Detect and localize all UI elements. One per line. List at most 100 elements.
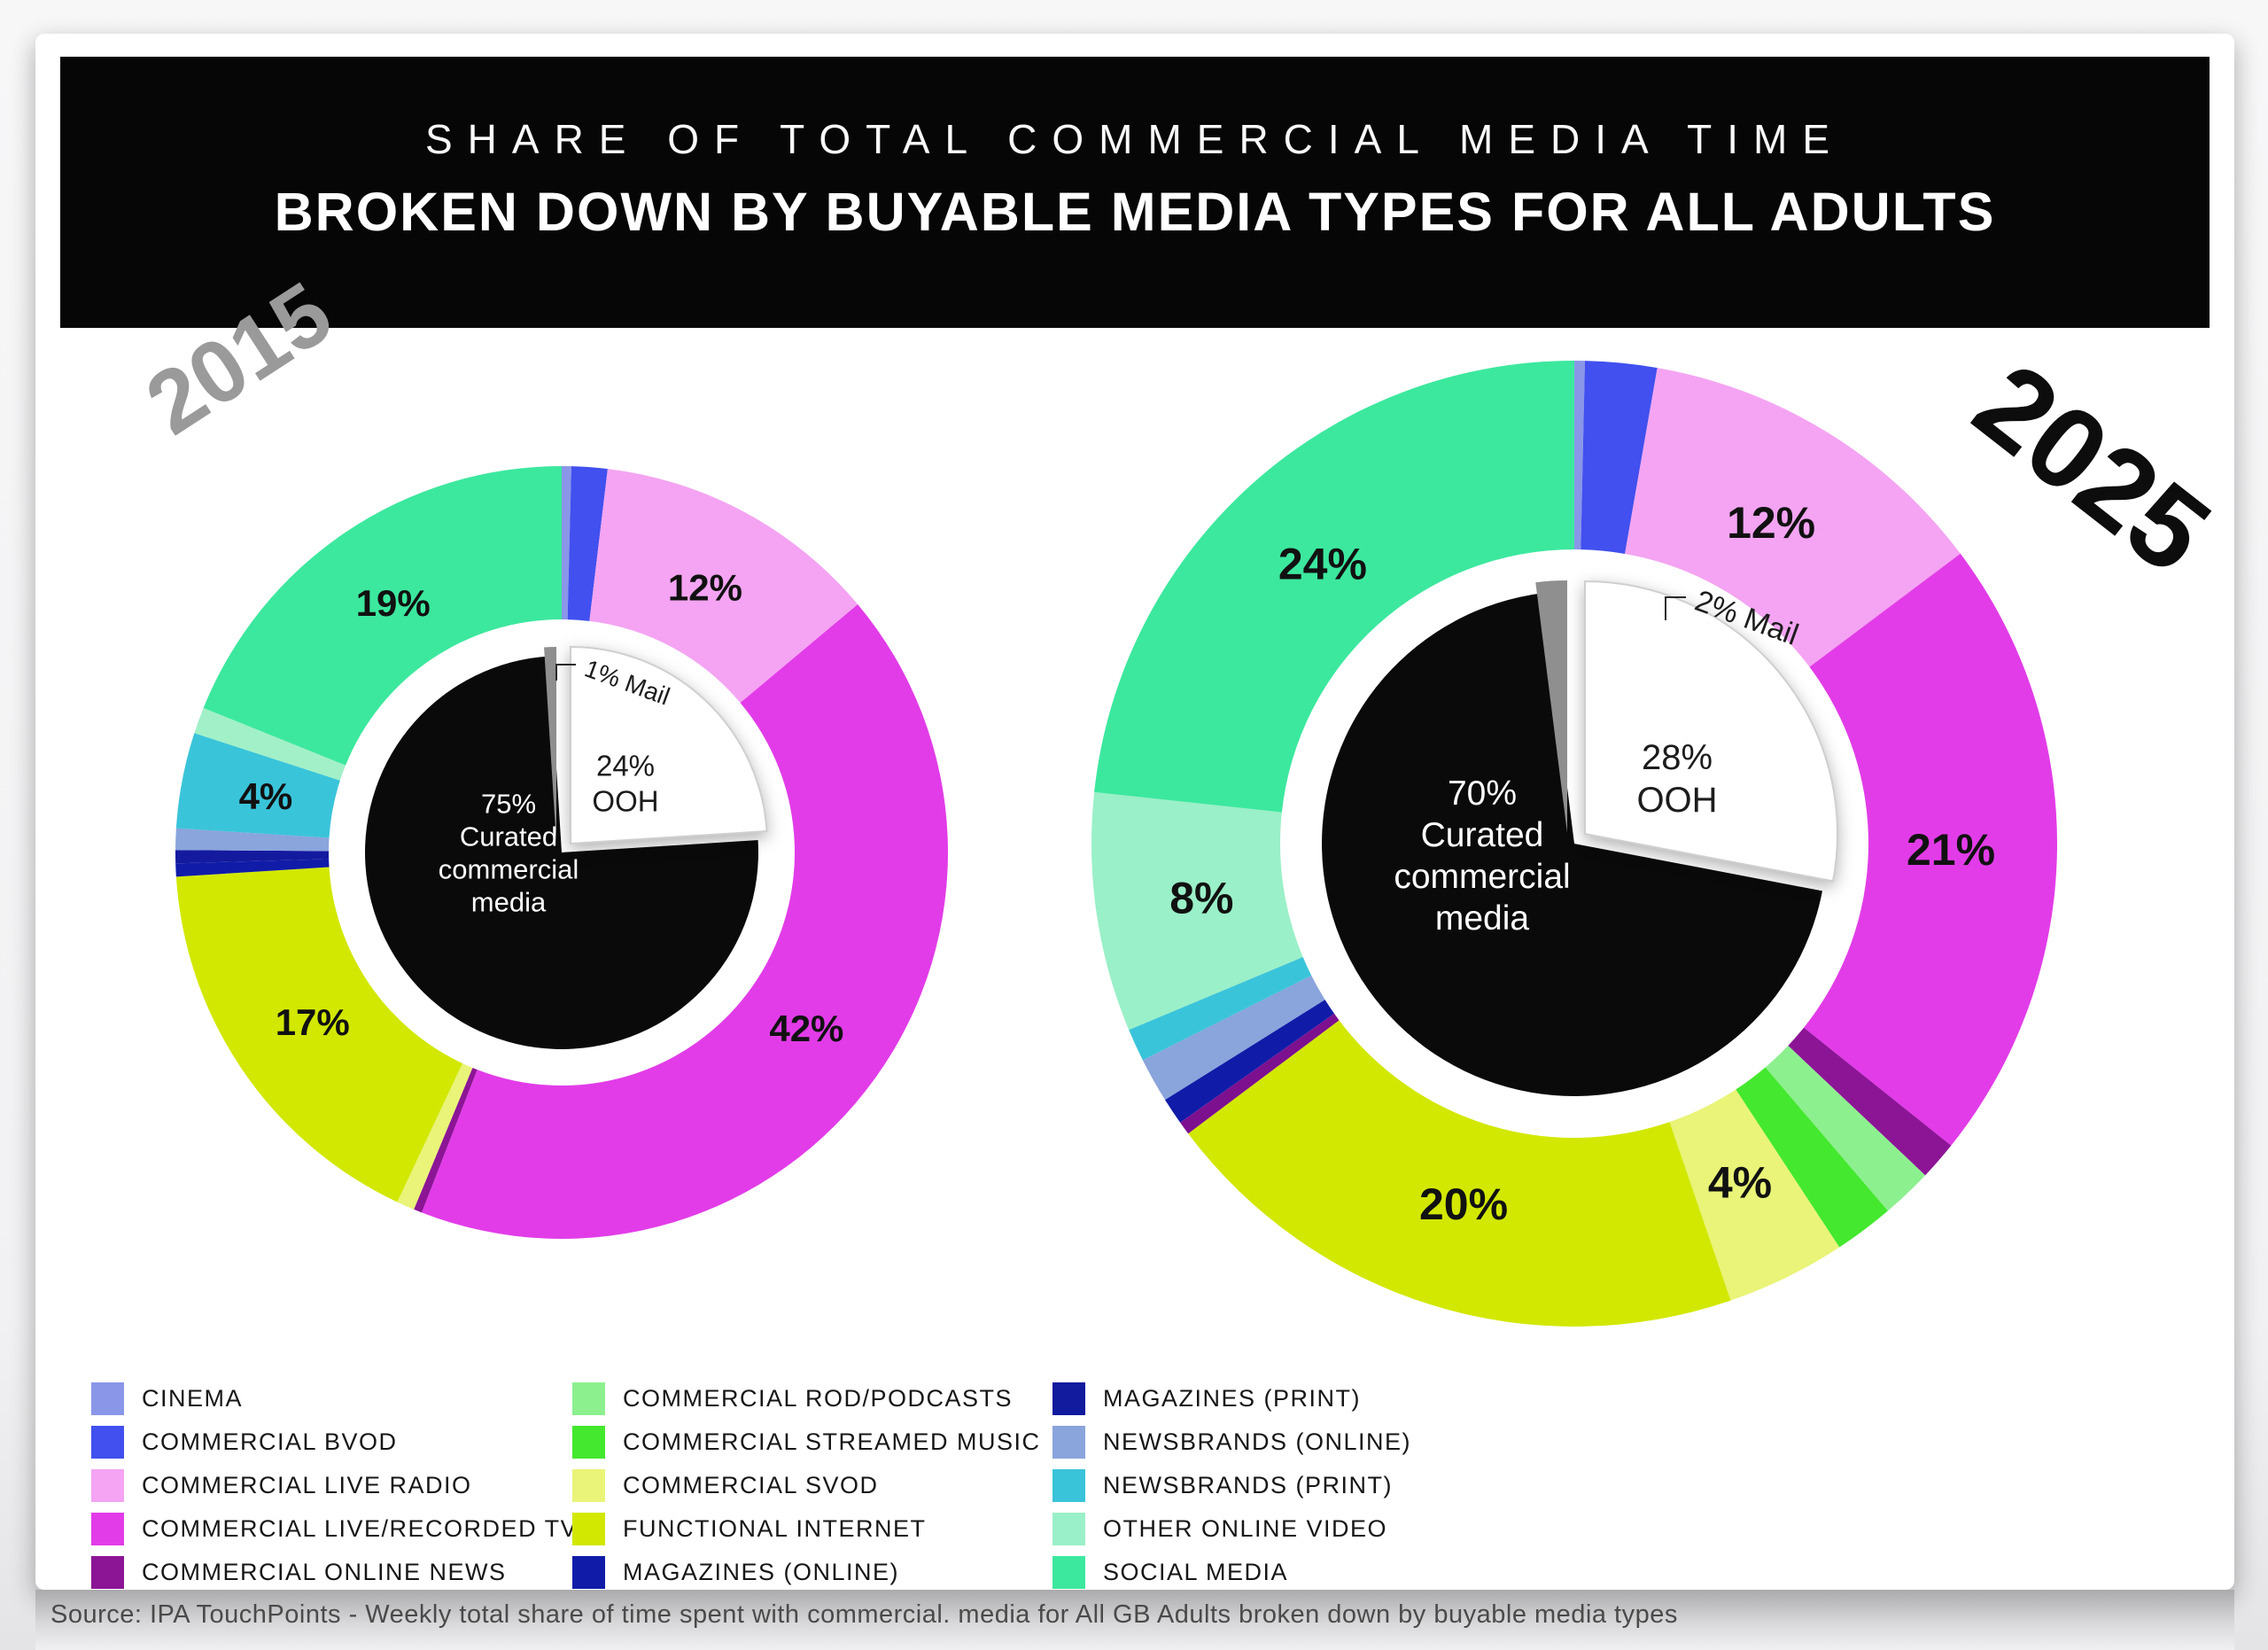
segment-label-social-media: 24%	[1278, 539, 1367, 588]
segment-functional-internet	[175, 867, 463, 1202]
legend-column-3: MAGAZINES (PRINT) NEWSBRANDS (ONLINE) NEWS…	[1052, 1377, 1411, 1594]
segment-magazines-online	[1180, 1013, 1340, 1134]
segment-commercial-rod-podcasts	[1765, 1046, 1926, 1211]
legend-label-social-media: SOCIAL MEDIA	[1103, 1559, 1289, 1585]
page-subtitle: BROKEN DOWN BY BUYABLE MEDIA TYPES FOR A…	[274, 182, 1996, 242]
segment-magazines-print	[1165, 1000, 1334, 1123]
legend-item-other-online-video: OTHER ONLINE VIDEO	[1052, 1507, 1411, 1551]
legend-swatch-newsbrands-online	[1052, 1426, 1085, 1459]
mail-wedge	[544, 646, 556, 844]
legend-label-newsbrands-print: NEWSBRANDS (PRINT)	[1103, 1472, 1394, 1498]
legend-label-functional-internet: FUNCTIONAL INTERNET	[623, 1515, 927, 1542]
segment-commercial-streamed-music	[1736, 1067, 1888, 1248]
segment-cinema	[562, 466, 571, 620]
segment-commercial-bvod	[567, 466, 608, 621]
ooh-wedge	[570, 645, 768, 845]
legend-label-commercial-bvod: COMMERCIAL BVOD	[142, 1428, 398, 1455]
legend-swatch-newsbrands-print	[1052, 1469, 1085, 1502]
segment-label-functional-internet: 20%	[1419, 1179, 1508, 1229]
bottom-shadow-strip	[35, 1590, 2234, 1650]
legend-item-commercial-live-radio: COMMERCIAL LIVE RADIO	[91, 1464, 578, 1507]
ooh-label: 28% OOH	[1636, 738, 1717, 820]
segment-newsbrands-print	[1129, 957, 1312, 1061]
segment-label-commercial-live-recorded-tv: 21%	[1907, 825, 1995, 875]
legend-label-newsbrands-online: NEWSBRANDS (ONLINE)	[1103, 1428, 1412, 1455]
segment-commercial-live-recorded-tv	[1804, 553, 2057, 1146]
legend-swatch-cinema	[91, 1382, 124, 1415]
page-title: SHARE OF TOTAL COMMERCIAL MEDIA TIME	[424, 116, 1845, 162]
segment-commercial-svod	[1669, 1089, 1840, 1301]
donut-chart-2015: 12% 42% 17% 4% 19% 75% Curated commercial media2…	[175, 466, 948, 1239]
segment-newsbrands-online	[1142, 975, 1325, 1101]
legend-item-magazines-print: MAGAZINES (PRINT)	[1052, 1377, 1411, 1420]
legend-column-2: COMMERCIAL ROD/PODCASTS COMMERCIAL STREAM…	[572, 1377, 1041, 1594]
legend-item-commercial-rod-podcasts: COMMERCIAL ROD/PODCASTS	[572, 1377, 1041, 1420]
legend-label-cinema: CINEMA	[142, 1385, 244, 1412]
legend-swatch-magazines-online	[572, 1556, 605, 1589]
curated-media-label: 75% Curated commercial media	[439, 788, 579, 917]
segment-commercial-online-news	[414, 1067, 478, 1213]
legend-swatch-commercial-live-recorded-tv	[91, 1513, 124, 1545]
legend-swatch-commercial-bvod	[91, 1426, 124, 1459]
legend-swatch-commercial-streamed-music	[572, 1426, 605, 1459]
segment-functional-internet	[1188, 1020, 1731, 1327]
source-note: Source: IPA TouchPoints - Weekly total s…	[50, 1600, 1678, 1629]
legend-label-commercial-online-news: COMMERCIAL ONLINE NEWS	[142, 1559, 507, 1585]
legend-item-cinema: CINEMA	[91, 1377, 578, 1420]
segment-commercial-online-news	[1788, 1027, 1952, 1176]
segment-label-commercial-live-recorded-tv: 42%	[769, 1008, 843, 1049]
donut-chart-2025: 12% 21% 4% 20% 8% 24% 70% Curated commercial medi…	[1091, 361, 2057, 1327]
legend-item-functional-internet: FUNCTIONAL INTERNET	[572, 1507, 1041, 1551]
segment-commercial-live-radio	[1625, 368, 1961, 667]
legend-label-commercial-live-radio: COMMERCIAL LIVE RADIO	[142, 1472, 472, 1498]
legend-item-commercial-bvod: COMMERCIAL BVOD	[91, 1420, 578, 1464]
segment-social-media	[1094, 361, 1574, 813]
segment-commercial-live-recorded-tv	[422, 603, 948, 1239]
segment-newsbrands-online	[175, 828, 330, 852]
title-banner: SHARE OF TOTAL COMMERCIAL MEDIA TIME BRO…	[60, 57, 2210, 328]
legend-swatch-functional-internet	[572, 1513, 605, 1545]
segment-label-functional-internet: 17%	[276, 1001, 350, 1043]
legend-swatch-other-online-video	[1052, 1513, 1085, 1545]
legend-swatch-social-media	[1052, 1556, 1085, 1589]
ooh-label: 24% OOH	[592, 750, 658, 818]
segment-commercial-bvod	[1581, 361, 1658, 554]
segment-commercial-svod	[397, 1062, 473, 1210]
legend-item-magazines-online: MAGAZINES (ONLINE)	[572, 1551, 1041, 1594]
legend-item-commercial-live-recorded-tv: COMMERCIAL LIVE/RECORDED TV	[91, 1507, 578, 1551]
legend-label-other-online-video: OTHER ONLINE VIDEO	[1103, 1515, 1388, 1542]
legend-swatch-magazines-print	[1052, 1382, 1085, 1415]
legend-swatch-commercial-online-news	[91, 1556, 124, 1589]
legend-column-1: CINEMA COMMERCIAL BVOD COMMERCIAL LIVE RAD…	[91, 1377, 578, 1594]
segment-cinema	[1574, 361, 1585, 550]
legend-label-commercial-streamed-music: COMMERCIAL STREAMED MUSIC	[623, 1428, 1041, 1455]
segment-other-online-video	[194, 707, 346, 781]
legend-swatch-commercial-live-radio	[91, 1469, 124, 1502]
curated-media-wedge	[1321, 593, 1822, 1097]
segment-newsbrands-print	[175, 733, 340, 838]
segment-other-online-video	[1091, 791, 1303, 1031]
legend-label-commercial-svod: COMMERCIAL SVOD	[623, 1472, 879, 1498]
segment-commercial-live-radio	[589, 469, 858, 704]
mail-wedge	[1535, 580, 1567, 833]
legend-item-newsbrands-online: NEWSBRANDS (ONLINE)	[1052, 1420, 1411, 1464]
legend-item-commercial-online-news: COMMERCIAL ONLINE NEWS	[91, 1551, 578, 1594]
mail-leader-line	[555, 664, 576, 681]
legend-label-magazines-print: MAGAZINES (PRINT)	[1103, 1385, 1362, 1412]
segment-label-social-media: 19%	[356, 582, 431, 624]
legend-label-magazines-online: MAGAZINES (ONLINE)	[623, 1559, 900, 1585]
segment-label-commercial-live-radio: 12%	[668, 567, 742, 609]
legend-item-social-media: SOCIAL MEDIA	[1052, 1551, 1411, 1594]
segment-magazines-print	[175, 850, 330, 864]
segment-label-commercial-live-radio: 12%	[1727, 498, 1815, 548]
curated-media-label: 70% Curated commercial media	[1394, 774, 1570, 938]
segment-magazines-online	[175, 859, 330, 877]
legend-label-commercial-rod-podcasts: COMMERCIAL ROD/PODCASTS	[623, 1385, 1014, 1412]
segment-label-commercial-svod: 4%	[1708, 1157, 1772, 1207]
curated-media-wedge	[365, 656, 758, 1049]
segment-social-media	[203, 466, 562, 766]
ooh-wedge	[1584, 580, 1838, 883]
mail-leader-line	[1665, 596, 1686, 620]
